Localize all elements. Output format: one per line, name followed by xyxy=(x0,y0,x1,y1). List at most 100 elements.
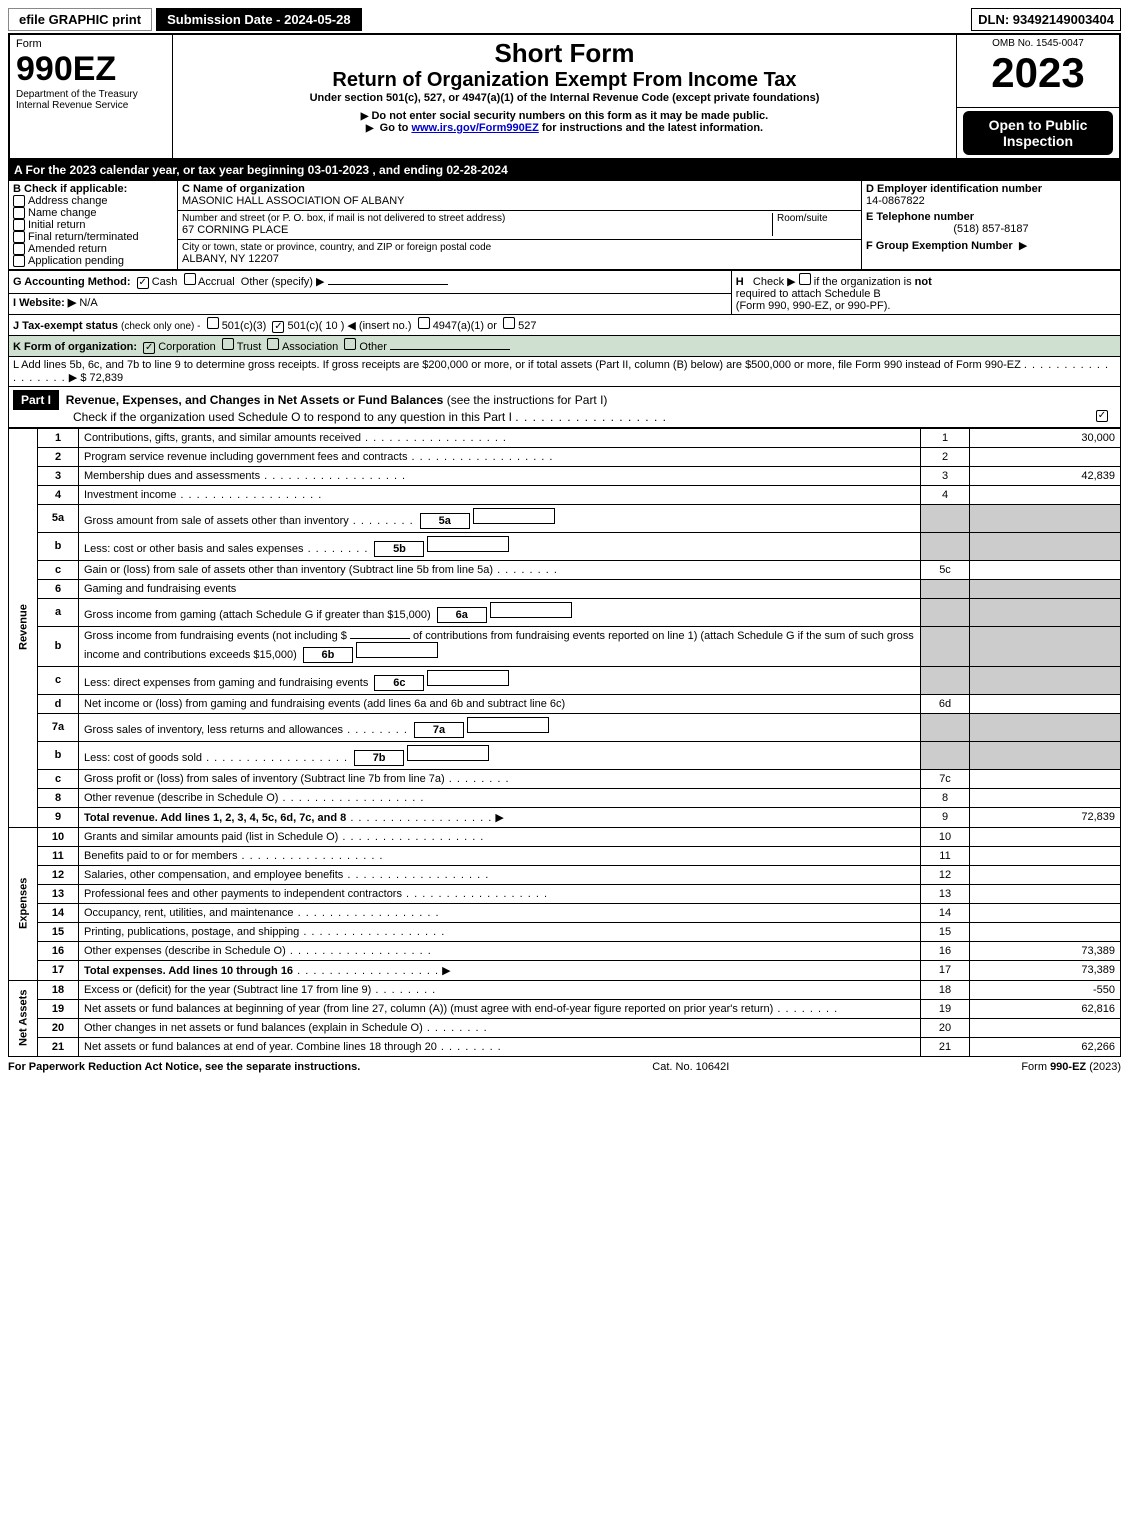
box-g-label: G Accounting Method: xyxy=(13,276,131,288)
line-4-num: 4 xyxy=(38,485,79,504)
line-12-amt xyxy=(970,865,1121,884)
check-association[interactable] xyxy=(267,338,279,350)
title-under-section: Under section 501(c), 527, or 4947(a)(1)… xyxy=(179,92,950,104)
submission-date-button[interactable]: Submission Date - 2024-05-28 xyxy=(156,8,362,31)
irs-link[interactable]: www.irs.gov/Form990EZ xyxy=(411,122,538,134)
check-accrual[interactable] xyxy=(184,273,196,285)
revenue-section-label: Revenue xyxy=(9,428,38,827)
goto-post: for instructions and the latest informat… xyxy=(542,122,763,134)
line-6a-box xyxy=(921,598,970,626)
box-b-title: B Check if applicable: xyxy=(13,183,173,195)
room-label: Room/suite xyxy=(777,213,857,224)
line-18-box: 18 xyxy=(921,980,970,999)
line-21-box: 21 xyxy=(921,1037,970,1056)
title-short-form: Short Form xyxy=(179,38,950,69)
footer-form-ref: Form 990-EZ (2023) xyxy=(1021,1061,1121,1073)
line-4-desc: Investment income xyxy=(84,489,176,501)
line-2-amt xyxy=(970,447,1121,466)
line-14-amt xyxy=(970,903,1121,922)
ein-value: 14-0867822 xyxy=(866,195,1116,207)
omb-number: OMB No. 1545-0047 xyxy=(963,38,1113,49)
line-5b-num: b xyxy=(38,532,79,560)
line-11-num: 11 xyxy=(38,846,79,865)
line-17-num: 17 xyxy=(38,960,79,980)
line-5a-amt xyxy=(970,504,1121,532)
line-7a-innerbox: 7a xyxy=(414,722,464,738)
line-2-desc: Program service revenue including govern… xyxy=(84,451,407,463)
line-18-amt: -550 xyxy=(970,980,1121,999)
line-20-amt xyxy=(970,1018,1121,1037)
line-6a-desc: Gross income from gaming (attach Schedul… xyxy=(84,609,431,621)
check-501c3[interactable] xyxy=(207,317,219,329)
line-6c-amt xyxy=(970,666,1121,694)
line-6d-amt xyxy=(970,694,1121,713)
line-6d-desc: Net income or (loss) from gaming and fun… xyxy=(79,694,921,713)
part1-check-note: Check if the organization used Schedule … xyxy=(73,410,512,424)
line-16-amt: 73,389 xyxy=(970,941,1121,960)
line-8-box: 8 xyxy=(921,788,970,807)
line-14-box: 14 xyxy=(921,903,970,922)
check-application-pending[interactable]: Application pending xyxy=(13,255,173,267)
check-cash[interactable] xyxy=(137,277,149,289)
check-other-org[interactable] xyxy=(344,338,356,350)
check-trust[interactable] xyxy=(222,338,234,350)
check-address-change[interactable]: Address change xyxy=(13,195,173,207)
line-14-num: 14 xyxy=(38,903,79,922)
line-19-box: 19 xyxy=(921,999,970,1018)
telephone-value: (518) 857-8187 xyxy=(866,223,1116,235)
line-1-amt: 30,000 xyxy=(970,428,1121,447)
box-c-label: C Name of organization xyxy=(182,183,857,195)
box-i-label: I Website: ▶ xyxy=(13,297,76,309)
street-value: 67 CORNING PLACE xyxy=(182,224,772,236)
line-6a-amt xyxy=(970,598,1121,626)
line-7b-num: b xyxy=(38,741,79,769)
line-15-box: 15 xyxy=(921,922,970,941)
line-10-desc: Grants and similar amounts paid (list in… xyxy=(84,831,338,843)
check-amended-return[interactable]: Amended return xyxy=(13,243,173,255)
check-4947[interactable] xyxy=(418,317,430,329)
box-h-label: H xyxy=(736,276,744,288)
line-15-desc: Printing, publications, postage, and shi… xyxy=(84,926,299,938)
line-6b-amt xyxy=(970,626,1121,666)
check-initial-return[interactable]: Initial return xyxy=(13,219,173,231)
line-6c-num: c xyxy=(38,666,79,694)
line-11-desc: Benefits paid to or for members xyxy=(84,850,237,862)
line-7b-desc: Less: cost of goods sold xyxy=(84,752,202,764)
efile-print-button[interactable]: efile GRAPHIC print xyxy=(8,8,152,31)
footer-cat-no: Cat. No. 10642I xyxy=(652,1061,729,1073)
check-schedule-b[interactable] xyxy=(799,273,811,285)
line-1-num: 1 xyxy=(38,428,79,447)
box-e-label: E Telephone number xyxy=(866,211,1116,223)
line-16-box: 16 xyxy=(921,941,970,960)
line-12-box: 12 xyxy=(921,865,970,884)
line-6d-num: d xyxy=(38,694,79,713)
line-5a-num: 5a xyxy=(38,504,79,532)
line-3-amt: 42,839 xyxy=(970,466,1121,485)
check-name-change[interactable]: Name change xyxy=(13,207,173,219)
form-header: Form 990EZ Department of the Treasury In… xyxy=(8,33,1121,160)
line-7c-box: 7c xyxy=(921,769,970,788)
line-6b-num: b xyxy=(38,626,79,666)
line-21-amt: 62,266 xyxy=(970,1037,1121,1056)
org-info-table: B Check if applicable: Address change Na… xyxy=(8,180,1121,270)
line-6b-innerbox: 6b xyxy=(303,647,353,663)
line-21-num: 21 xyxy=(38,1037,79,1056)
line-7a-desc: Gross sales of inventory, less returns a… xyxy=(84,724,343,736)
line-7c-amt xyxy=(970,769,1121,788)
check-527[interactable] xyxy=(503,317,515,329)
check-corporation[interactable] xyxy=(143,342,155,354)
netassets-section-label: Net Assets xyxy=(9,980,38,1056)
line-2-box: 2 xyxy=(921,447,970,466)
check-final-return[interactable]: Final return/terminated xyxy=(13,231,173,243)
line-5c-desc: Gain or (loss) from sale of assets other… xyxy=(84,564,493,576)
line-4-box: 4 xyxy=(921,485,970,504)
check-schedule-o[interactable] xyxy=(1096,410,1108,422)
line-21-desc: Net assets or fund balances at end of ye… xyxy=(84,1041,437,1053)
check-501c[interactable] xyxy=(272,321,284,333)
line-17-desc: Total expenses. Add lines 10 through 16 xyxy=(84,965,293,977)
top-bar: efile GRAPHIC print Submission Date - 20… xyxy=(8,8,1121,31)
line-12-num: 12 xyxy=(38,865,79,884)
box-k-label: K Form of organization: xyxy=(13,341,137,353)
line-15-num: 15 xyxy=(38,922,79,941)
line-15-amt xyxy=(970,922,1121,941)
